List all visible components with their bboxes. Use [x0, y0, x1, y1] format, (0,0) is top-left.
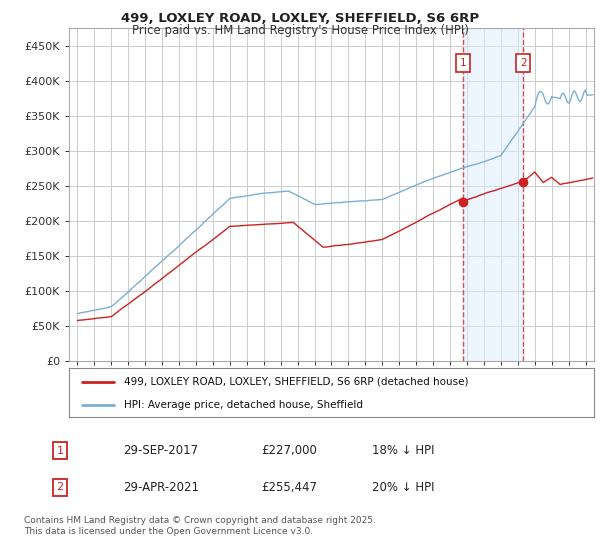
Text: Contains HM Land Registry data © Crown copyright and database right 2025.: Contains HM Land Registry data © Crown c… [24, 516, 376, 525]
Text: HPI: Average price, detached house, Sheffield: HPI: Average price, detached house, Shef… [124, 400, 363, 410]
Text: 2: 2 [520, 58, 527, 68]
Text: 20% ↓ HPI: 20% ↓ HPI [372, 480, 434, 494]
Text: 1: 1 [460, 58, 466, 68]
Text: 1: 1 [56, 446, 64, 456]
Text: 29-SEP-2017: 29-SEP-2017 [123, 444, 198, 458]
Text: 29-APR-2021: 29-APR-2021 [123, 480, 199, 494]
Text: £255,447: £255,447 [261, 480, 317, 494]
Text: £227,000: £227,000 [261, 444, 317, 458]
Text: 18% ↓ HPI: 18% ↓ HPI [372, 444, 434, 458]
Text: 499, LOXLEY ROAD, LOXLEY, SHEFFIELD, S6 6RP: 499, LOXLEY ROAD, LOXLEY, SHEFFIELD, S6 … [121, 12, 479, 25]
Text: Price paid vs. HM Land Registry's House Price Index (HPI): Price paid vs. HM Land Registry's House … [131, 24, 469, 37]
Text: This data is licensed under the Open Government Licence v3.0.: This data is licensed under the Open Gov… [24, 528, 313, 536]
Bar [463, 28, 523, 361]
Text: 499, LOXLEY ROAD, LOXLEY, SHEFFIELD, S6 6RP (detached house): 499, LOXLEY ROAD, LOXLEY, SHEFFIELD, S6 … [124, 377, 469, 387]
Text: 2: 2 [56, 482, 64, 492]
